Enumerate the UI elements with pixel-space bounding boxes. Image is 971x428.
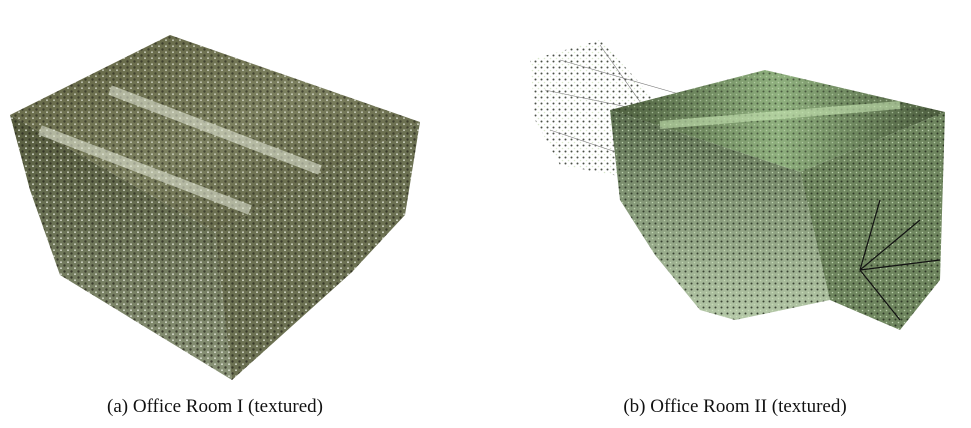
point-cloud-a: [10, 35, 420, 380]
caption: (b) Office Room II (textured): [623, 396, 846, 417]
point-cloud-b: [530, 40, 945, 330]
figure: (a) Office Room I (textured) (b) Office …: [0, 0, 971, 428]
caption: (a) Office Room I (textured): [107, 396, 323, 417]
